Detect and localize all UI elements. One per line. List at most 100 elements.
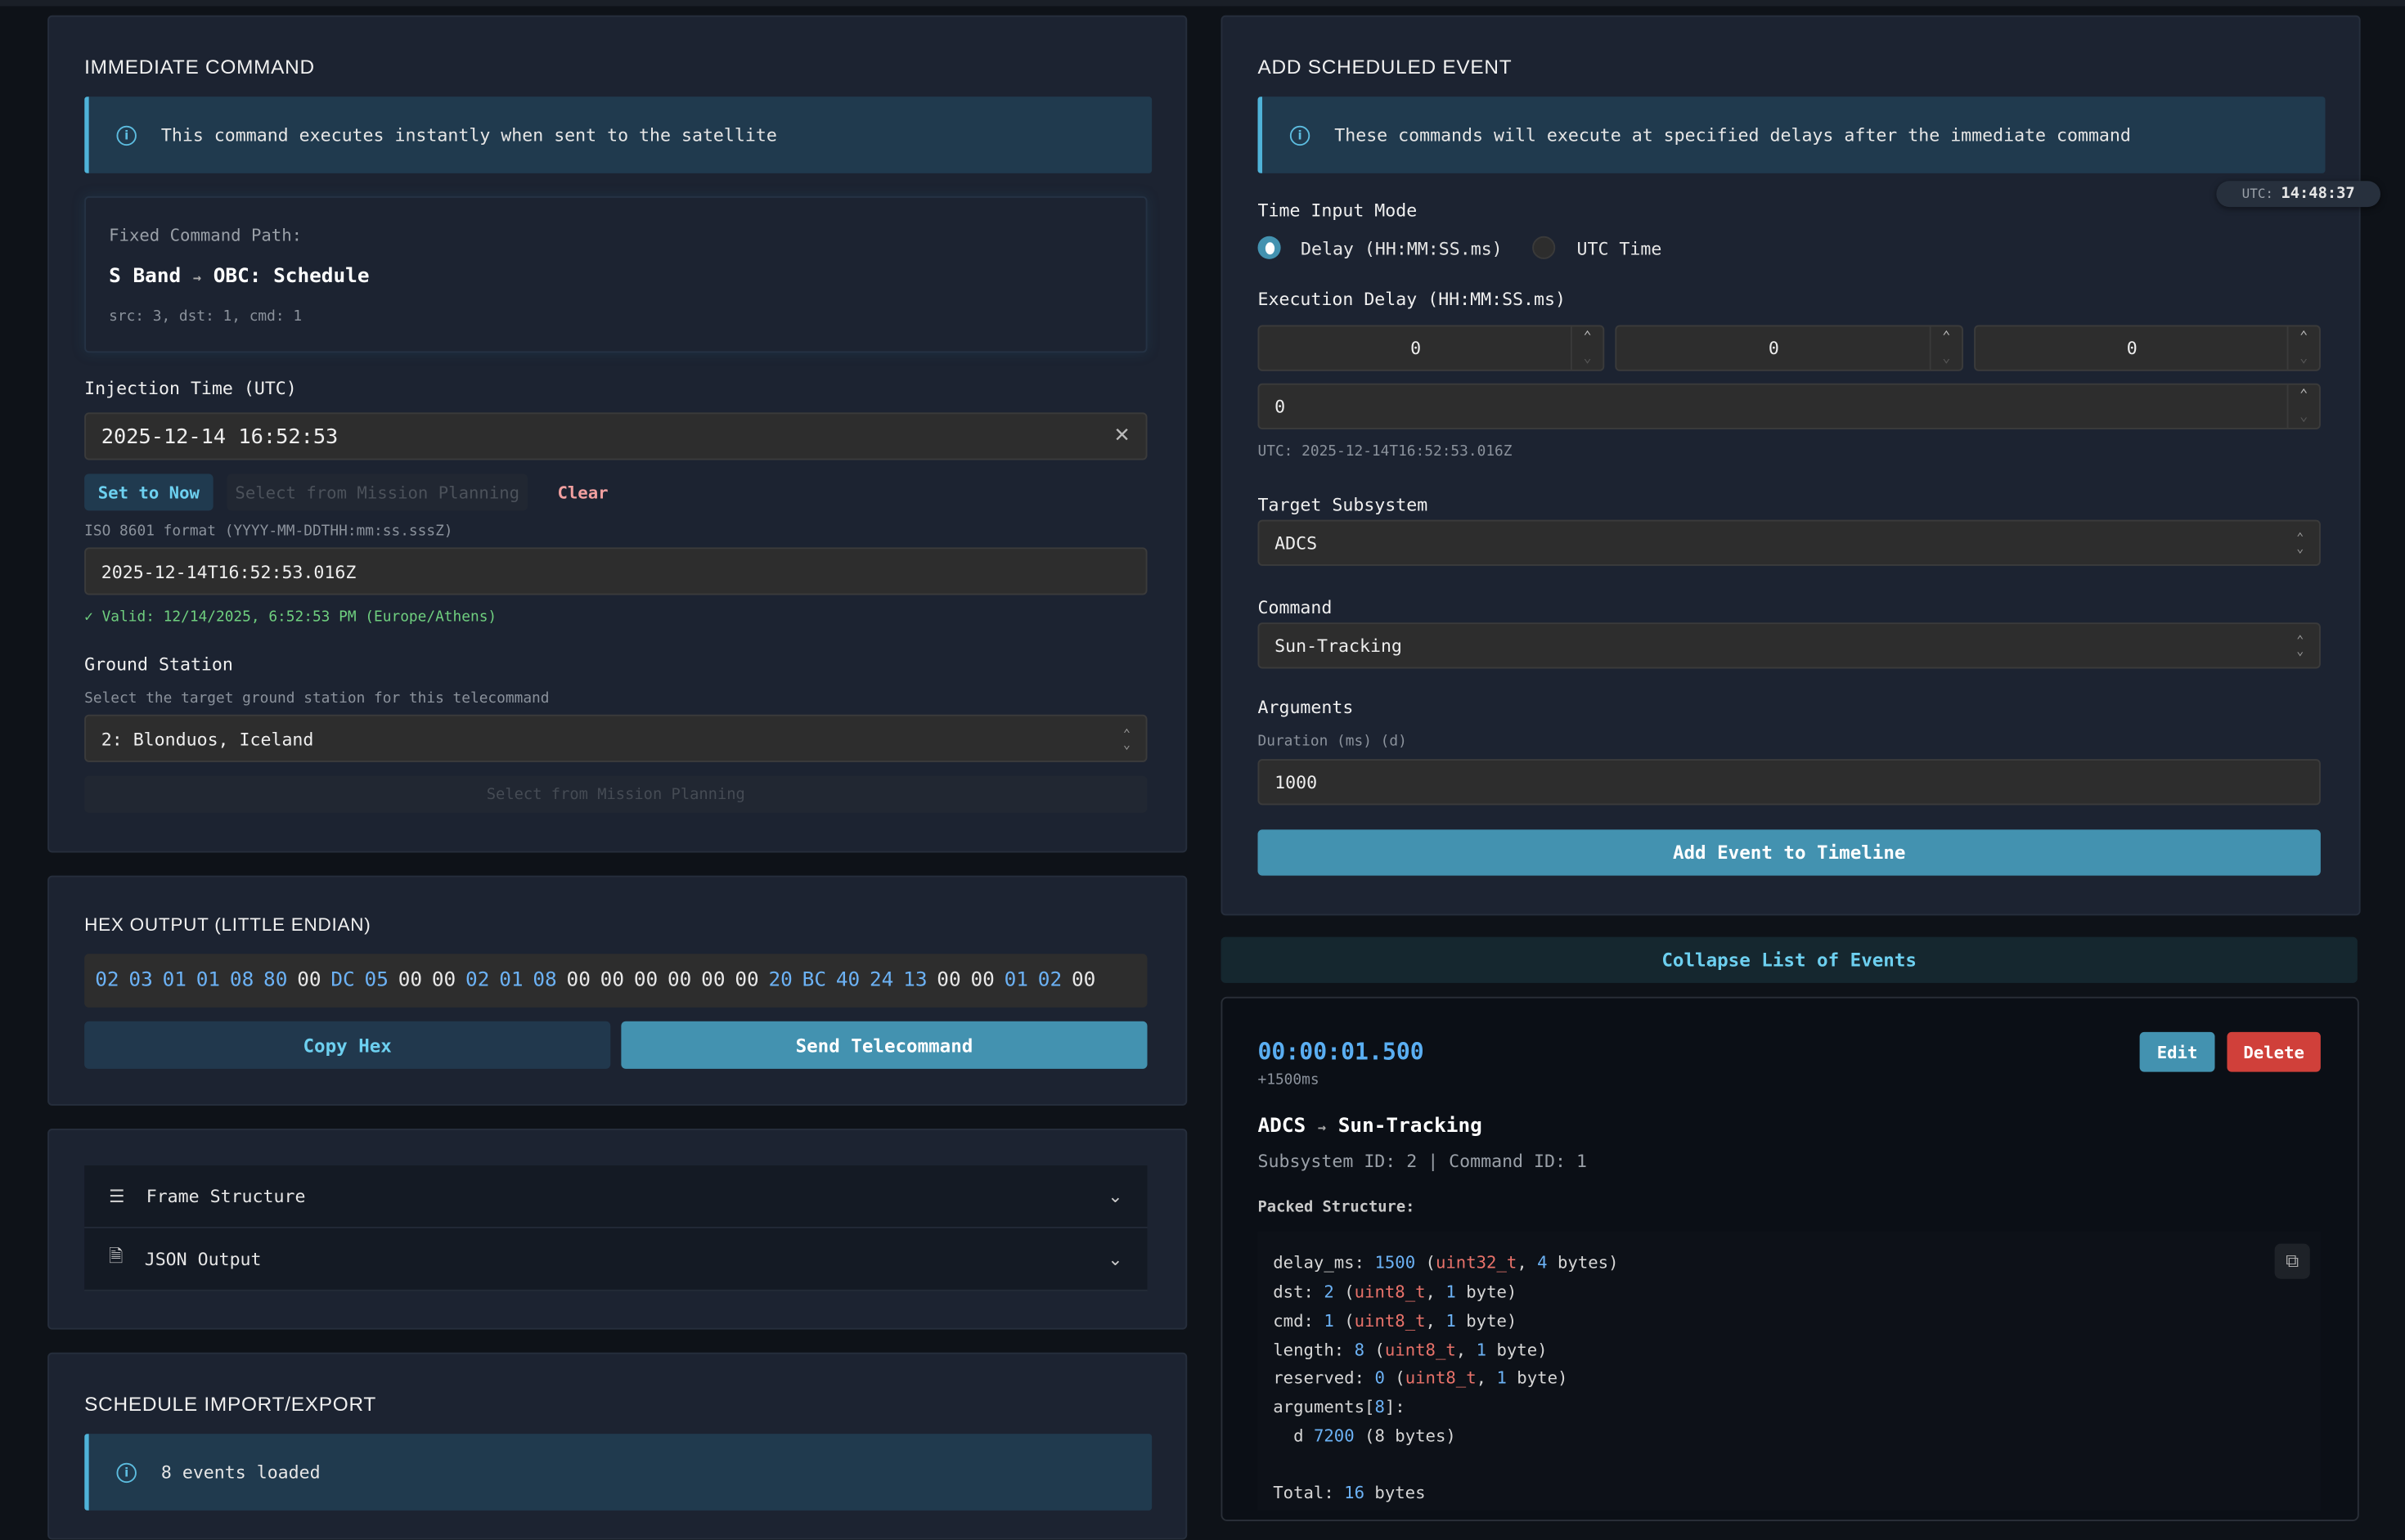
packed-segment: , xyxy=(1455,1340,1477,1361)
argument-duration-label: Duration (ms) (d) xyxy=(1257,733,1407,750)
arguments-label: Arguments xyxy=(1257,696,1354,718)
minutes-stepper[interactable]: ⌃ ⌄ xyxy=(1929,326,1962,370)
ground-station-label: Ground Station xyxy=(84,653,233,675)
packed-segment: 7200 xyxy=(1313,1426,1355,1447)
hours-stepper[interactable]: ⌃ ⌄ xyxy=(1571,326,1603,370)
packed-segment: ( xyxy=(1384,1367,1405,1388)
hex-byte: 08 xyxy=(229,969,254,993)
hex-byte: 03 xyxy=(128,969,153,993)
utc-clock-badge: UTC: 14:48:37 xyxy=(2216,181,2380,208)
info-text: This command executes instantly when sen… xyxy=(160,123,777,146)
packed-segment: cmd: xyxy=(1273,1311,1324,1331)
packed-segment: byte) xyxy=(1455,1282,1517,1302)
packed-segment: dst: xyxy=(1273,1282,1324,1302)
hex-byte: 00 xyxy=(735,969,759,993)
packed-segment: byte) xyxy=(1455,1311,1517,1331)
packed-segment: ( xyxy=(1415,1252,1436,1273)
info-text: These commands will execute at specified… xyxy=(1334,123,2131,146)
hex-byte: 24 xyxy=(869,969,894,993)
packed-segment: ( xyxy=(1333,1282,1355,1302)
packed-segment: byte) xyxy=(1486,1340,1548,1361)
schedule-info-banner: i 8 events loaded xyxy=(84,1434,1153,1511)
packed-segment: length: xyxy=(1273,1340,1355,1361)
packed-segment: arguments[ xyxy=(1273,1397,1375,1417)
packed-segment: delay_ms: xyxy=(1273,1252,1375,1273)
add-event-button[interactable]: Add Event to Timeline xyxy=(1257,829,2321,876)
fixed-path-ids: src: 3, dst: 1, cmd: 1 xyxy=(109,308,303,326)
packed-line: Total: 16 bytes xyxy=(1273,1483,1425,1502)
select-chevron-icon: ⌃ ⌄ xyxy=(2296,633,2304,658)
send-telecommand-button[interactable]: Send Telecommand xyxy=(621,1021,1148,1069)
clear-input-icon[interactable]: ✕ xyxy=(1113,424,1131,448)
select-chevron-icon: ⌃ ⌄ xyxy=(2296,530,2304,555)
delay-milliseconds-input[interactable]: 0 ⌃ ⌄ xyxy=(1257,383,2321,429)
delay-seconds-input[interactable]: 0 ⌃ ⌄ xyxy=(1974,325,2321,371)
fixed-path-label: Fixed Command Path: xyxy=(109,225,303,245)
milliseconds-stepper[interactable]: ⌃ ⌄ xyxy=(2286,384,2319,429)
ground-station-planning-button[interactable]: Select from Mission Planning xyxy=(84,775,1148,813)
packed-segment: uint8_t xyxy=(1354,1311,1426,1331)
hex-byte: 05 xyxy=(364,969,389,993)
event-offset: +1500ms xyxy=(1257,1071,1319,1089)
event-command-path: ADCS → Sun-Tracking xyxy=(1257,1115,1482,1138)
packed-line: cmd: 1 (uint8_t, 1 byte) xyxy=(1273,1311,1517,1331)
select-chevron-icon: ⌃ ⌄ xyxy=(1122,725,1131,751)
hex-byte: DC xyxy=(330,969,355,993)
hex-byte: 00 xyxy=(431,969,456,993)
json-output-toggle[interactable]: 🗎 JSON Output ⌄ xyxy=(84,1228,1148,1291)
hex-byte: 00 xyxy=(937,969,961,993)
hex-byte: 00 xyxy=(970,969,995,993)
hex-byte: 01 xyxy=(1004,969,1028,993)
delay-hours-input[interactable]: 0 ⌃ ⌄ xyxy=(1257,325,1605,371)
packed-segment: uint8_t xyxy=(1384,1340,1456,1361)
injection-time-input[interactable]: 2025-12-14 16:52:53 ✕ xyxy=(84,412,1148,460)
radio-utc[interactable] xyxy=(1532,236,1556,259)
target-subsystem-label: Target Subsystem xyxy=(1257,493,1428,515)
select-mission-planning-button[interactable]: Select from Mission Planning xyxy=(227,474,528,511)
packed-segment: 0 xyxy=(1374,1367,1385,1388)
packed-structure-label: Packed Structure: xyxy=(1257,1199,1415,1216)
chevron-down-icon: ⌄ xyxy=(1108,1185,1123,1207)
clear-button[interactable]: Clear xyxy=(557,482,609,503)
packed-line: arguments[8]: xyxy=(1273,1397,1405,1417)
packed-segment: 8 xyxy=(1374,1397,1385,1417)
delete-event-button[interactable]: Delete xyxy=(2227,1031,2321,1072)
hex-byte: 08 xyxy=(533,969,557,993)
argument-duration-input[interactable]: 1000 xyxy=(1257,759,2321,806)
delay-minutes-input[interactable]: 0 ⌃ ⌄ xyxy=(1615,325,1963,371)
hex-byte: 00 xyxy=(633,969,659,993)
radio-delay-label[interactable]: Delay (HH:MM:SS.ms) xyxy=(1301,237,1503,259)
hex-byte: 01 xyxy=(162,969,187,993)
target-subsystem-select[interactable]: ADCS ⌃ ⌄ xyxy=(1257,519,2321,566)
packed-segment: bytes) xyxy=(1547,1252,1619,1273)
command-select[interactable]: Sun-Tracking ⌃ ⌄ xyxy=(1257,622,2321,669)
copy-hex-button[interactable]: Copy Hex xyxy=(84,1021,611,1069)
packed-segment: 1 xyxy=(1496,1367,1507,1388)
packed-line: length: 8 (uint8_t, 1 byte) xyxy=(1273,1340,1547,1360)
event-time: 00:00:01.500 xyxy=(1257,1038,1424,1066)
packed-segment: reserved: xyxy=(1273,1367,1375,1388)
set-to-now-button[interactable]: Set to Now xyxy=(84,474,214,511)
frame-structure-toggle[interactable]: ☰ Frame Structure ⌄ xyxy=(84,1165,1148,1228)
file-code-icon: 🗎 xyxy=(109,1244,124,1266)
hex-byte: 00 xyxy=(600,969,625,993)
ground-station-select[interactable]: 2: Blonduos, Iceland ⌃ ⌄ xyxy=(84,714,1148,762)
radio-delay[interactable] xyxy=(1257,236,1281,259)
packed-segment: Total: xyxy=(1273,1483,1345,1503)
utc-preview: UTC: 2025-12-14T16:52:53.016Z xyxy=(1257,442,1513,460)
seconds-stepper[interactable]: ⌃ ⌄ xyxy=(2286,326,2319,370)
packed-segment: (8 bytes) xyxy=(1354,1426,1456,1447)
hex-byte: 00 xyxy=(668,969,692,993)
hex-byte: 40 xyxy=(835,969,861,993)
top-bar xyxy=(0,0,2405,7)
hex-byte: 20 xyxy=(768,969,793,993)
packed-segment: uint8_t xyxy=(1405,1367,1477,1388)
info-icon: i xyxy=(1289,124,1310,146)
collapse-events-button[interactable]: Collapse List of Events xyxy=(1220,936,2358,983)
copy-icon[interactable]: ⧉ xyxy=(2274,1243,2310,1279)
edit-event-button[interactable]: Edit xyxy=(2139,1031,2215,1072)
iso-time-input[interactable]: 2025-12-14T16:52:53.016Z xyxy=(84,547,1148,595)
immediate-info-banner: i This command executes instantly when s… xyxy=(84,97,1153,173)
hex-byte: 13 xyxy=(903,969,928,993)
radio-utc-label[interactable]: UTC Time xyxy=(1576,237,1662,259)
